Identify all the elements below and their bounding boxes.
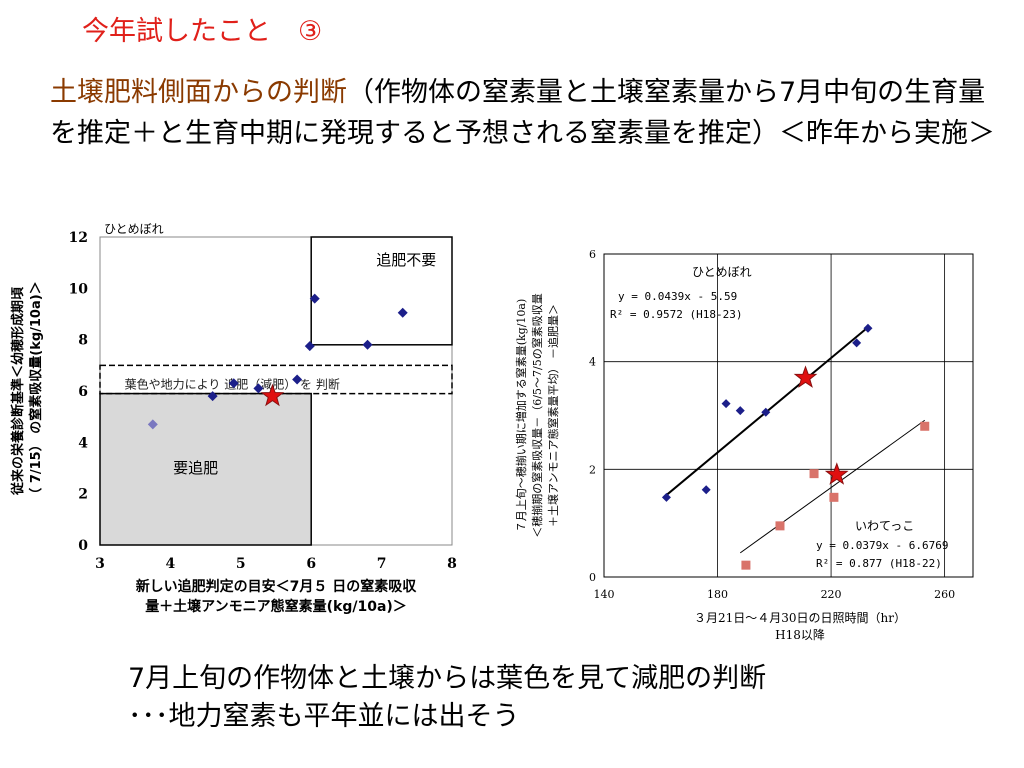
bottom-text: 7月上旬の作物体と土壌からは葉色を見て減肥の判断 ･･･地力窒素も平年並には出そ…	[128, 660, 766, 736]
leaf-color-band-label-bg	[121, 371, 394, 391]
x-tick-label: 260	[934, 588, 955, 601]
slide-heading: 土壌肥料側面からの判断（作物体の窒素量と土壌窒素量から7月中旬の生育量を推定＋と…	[50, 72, 1010, 154]
y-axis-title-line1: 従来の栄養診断基準＜幼穂形成期頃	[10, 286, 26, 496]
star-marker	[824, 462, 849, 485]
data-point	[292, 374, 303, 385]
data-point	[304, 341, 315, 352]
data-point-hitomebore	[735, 406, 745, 416]
x-axis-title-line2: H18以降	[775, 628, 825, 642]
data-point	[147, 419, 158, 430]
y-tick-label: 0	[589, 571, 596, 584]
data-point	[362, 339, 373, 350]
no-topdress-zone	[310, 236, 453, 346]
r2-iwatekko: R² = 0.877 (H18-22)	[816, 557, 942, 570]
data-point	[207, 391, 218, 402]
data-point-iwatekko	[920, 421, 930, 431]
x-tick-label: 180	[707, 588, 728, 601]
y-tick-label: 6	[589, 248, 596, 261]
data-point-hitomebore	[863, 323, 873, 333]
plot-area	[603, 253, 974, 578]
x-axis-title-line2: 量＋土壌アンモニア態窒素量(kg/10a)＞	[145, 598, 407, 615]
y-tick-label: 12	[69, 230, 88, 246]
r2-hitomebore: R² = 0.9572 (H18-23)	[610, 308, 742, 321]
equation-hitomebore: y = 0.0439x - 5.59	[618, 290, 737, 303]
data-point	[309, 293, 320, 304]
y-tick-label: 2	[589, 463, 596, 476]
x-axis-title-line1: ３月21日～４月30日の日照時間（hr）	[694, 611, 906, 625]
y-axis-title-line2: ＜穂揃期の窒素吸収量－（6/5～7/5の窒素吸収量	[530, 293, 544, 537]
x-tick-label: 4	[166, 556, 176, 572]
data-point	[397, 307, 408, 318]
equation-iwatekko: y = 0.0379x - 6.6769	[816, 539, 948, 552]
legend-name-hitomebore: ひとめぼれ	[692, 265, 752, 279]
right-scatter-chart: 140 180 220 260 0 2 4 6 ３月21日～４月30日の日照時間（hr） H18以…	[514, 248, 974, 642]
y-axis-title-line3: ＋土壌アンモニア態窒素量平均） －追肥量＞	[546, 304, 560, 527]
data-point	[253, 383, 264, 394]
heading-rest: （作物体の窒素量と土壌窒素量から7月中旬の生育量を推定＋と生育中期に発現すると予…	[50, 77, 995, 149]
data-point-iwatekko	[809, 469, 819, 479]
y-axis-title-line1: ７月上旬～穂揃い期に増加する窒素量(kg/10a)	[514, 299, 528, 533]
data-point-iwatekko	[741, 560, 751, 570]
y-tick-label: 4	[78, 435, 88, 451]
data-point-iwatekko	[775, 521, 785, 531]
data-point-hitomebore	[852, 338, 862, 348]
data-point-hitomebore	[661, 492, 671, 502]
y-tick-label: 8	[78, 333, 88, 349]
data-point-hitomebore	[761, 407, 771, 417]
x-tick-label: 5	[236, 556, 246, 572]
y-tick-label: 2	[78, 487, 88, 503]
x-tick-label: 140	[594, 588, 615, 601]
x-tick-label: 8	[447, 556, 457, 572]
x-tick-label: 220	[821, 588, 842, 601]
leaf-color-band	[99, 364, 453, 395]
data-point-hitomebore	[721, 399, 731, 409]
y-tick-label: 6	[78, 384, 88, 400]
need-topdress-zone	[99, 392, 312, 546]
heading-lead: 土壌肥料側面からの判断	[50, 77, 347, 108]
legend-name-iwatekko: いわてっこ	[855, 519, 914, 533]
y-tick-label: 0	[78, 538, 88, 554]
no-topdress-label: 追肥不要	[376, 251, 436, 269]
star-marker	[793, 365, 818, 388]
slide-title: 今年試したこと ③	[82, 16, 323, 47]
y-axis-title-line2: （ 7/15） の窒素吸収量(kg/10a)＞	[28, 281, 44, 500]
data-point-iwatekko	[829, 492, 839, 502]
y-tick-label: 4	[589, 356, 596, 369]
x-tick-label: 7	[377, 556, 387, 572]
data-point-hitomebore	[701, 485, 711, 495]
x-axis-title-line1: 新しい追肥判定の目安＜7月５ 日の窒素吸収	[136, 578, 418, 595]
chart-subtitle: ひとめぼれ	[104, 222, 164, 236]
need-topdress-label: 要追肥	[173, 459, 218, 477]
x-tick-label: 6	[306, 556, 316, 572]
y-tick-label: 10	[69, 281, 89, 297]
star-marker	[260, 383, 285, 407]
x-tick-label: 3	[95, 556, 105, 572]
bottom-line-2: ･･･地力窒素も平年並には出そう	[128, 701, 520, 732]
bottom-line-1: 7月上旬の作物体と土壌からは葉色を見て減肥の判断	[128, 663, 767, 694]
regression-line-iwatekko	[739, 419, 926, 554]
data-point	[228, 378, 239, 389]
